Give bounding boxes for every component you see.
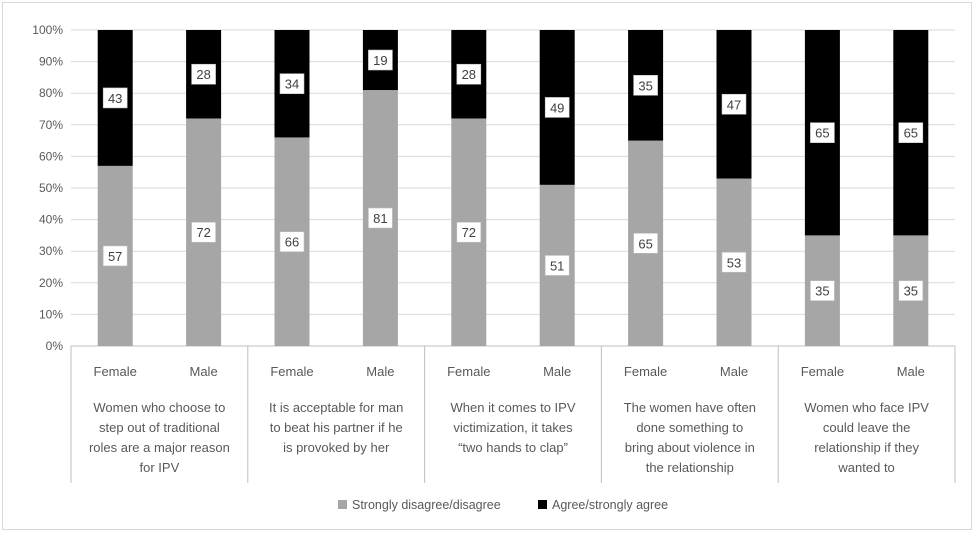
x-subcategory-label: Female (447, 364, 490, 379)
data-label: 57 (108, 249, 122, 264)
y-tick-label: 80% (39, 86, 63, 100)
data-label: 19 (373, 53, 387, 68)
x-category-label: It is acceptable for man (269, 400, 403, 415)
x-subcategory-label: Female (270, 364, 313, 379)
data-label: 28 (196, 67, 210, 82)
data-label-box (368, 207, 393, 229)
x-category-label: for IPV (140, 460, 180, 475)
x-category-label: is provoked by her (283, 440, 390, 455)
data-label-box (102, 245, 128, 267)
y-tick-label: 100% (32, 23, 63, 37)
y-tick-label: 70% (39, 118, 63, 132)
data-label-box (810, 280, 835, 302)
data-label: 47 (727, 97, 741, 112)
legend-swatch (338, 500, 347, 509)
data-label: 81 (373, 211, 387, 226)
data-label: 66 (285, 235, 299, 250)
y-tick-label: 10% (39, 307, 63, 321)
data-label-box (721, 93, 747, 115)
data-label-box (898, 280, 924, 302)
x-category-label: “two hands to clap” (458, 440, 568, 455)
x-category-label: wanted to (837, 460, 894, 475)
data-label-box (633, 233, 658, 254)
x-subcategory-label: Male (366, 364, 394, 379)
x-category-label: to beat his partner if he (270, 420, 403, 435)
data-label-box (721, 251, 747, 273)
x-category-label: relationship if they (814, 440, 919, 455)
data-label: 28 (462, 67, 476, 82)
x-category-label: the relationship (646, 460, 734, 475)
data-label-box (191, 221, 216, 243)
data-label-box (810, 122, 835, 143)
data-label: 65 (638, 236, 652, 251)
data-label: 65 (904, 126, 918, 141)
x-category-label: The women have often (624, 400, 756, 415)
data-label-box (544, 255, 570, 276)
x-subcategory-label: Male (897, 364, 925, 379)
data-label-box (633, 75, 658, 96)
stacked-bar-chart: 0% 10% 20% 30% 40% 50% 60% 70% 80% 90% 100% 57 43 Fem… (32, 23, 956, 512)
x-subcategory-label: Male (720, 364, 748, 379)
data-label-box (191, 63, 216, 85)
legend-label: Agree/strongly agree (552, 498, 668, 512)
data-label: 43 (108, 91, 122, 106)
y-tick-label: 20% (39, 276, 63, 290)
data-label: 72 (196, 225, 210, 240)
x-subcategory-label: Female (624, 364, 667, 379)
data-label: 35 (904, 284, 918, 299)
x-category-label: done something to (636, 420, 743, 435)
data-label-box (279, 73, 305, 95)
x-subcategory-label: Male (190, 364, 218, 379)
y-tick-label: 50% (39, 181, 63, 195)
data-label: 51 (550, 258, 564, 273)
legend-label: Strongly disagree/disagree (352, 498, 501, 512)
data-label: 34 (285, 77, 299, 92)
y-tick-label: 60% (39, 149, 63, 163)
data-label-box (368, 49, 393, 71)
x-category-label: victimization, it takes (453, 420, 573, 435)
data-label-box (898, 122, 924, 143)
data-label: 35 (638, 78, 652, 93)
x-subcategory-label: Male (543, 364, 571, 379)
data-label: 49 (550, 100, 564, 115)
y-tick-label: 40% (39, 213, 63, 227)
x-category-label: bring about violence in (625, 440, 755, 455)
x-category-label: roles are a major reason (89, 440, 230, 455)
x-category-label: step out of traditional (99, 420, 220, 435)
x-category-label: Women who face IPV (804, 400, 929, 415)
data-label-box (279, 231, 305, 253)
y-tick-label: 90% (39, 55, 63, 69)
x-subcategory-label: Female (94, 364, 137, 379)
x-category-label: could leave the (823, 420, 910, 435)
x-subcategory-label: Female (801, 364, 844, 379)
legend-swatch (538, 500, 547, 509)
data-label: 65 (815, 126, 829, 141)
x-category-label: Women who choose to (93, 400, 225, 415)
data-label: 35 (815, 284, 829, 299)
data-label: 72 (462, 225, 476, 240)
y-tick-label: 30% (39, 244, 63, 258)
x-category-label: When it comes to IPV (451, 400, 576, 415)
data-label-box (456, 221, 482, 243)
data-label: 53 (727, 255, 741, 270)
data-label-box (102, 87, 128, 109)
data-label-box (456, 63, 482, 85)
data-label-box (544, 97, 570, 118)
y-tick-label: 0% (46, 339, 64, 353)
